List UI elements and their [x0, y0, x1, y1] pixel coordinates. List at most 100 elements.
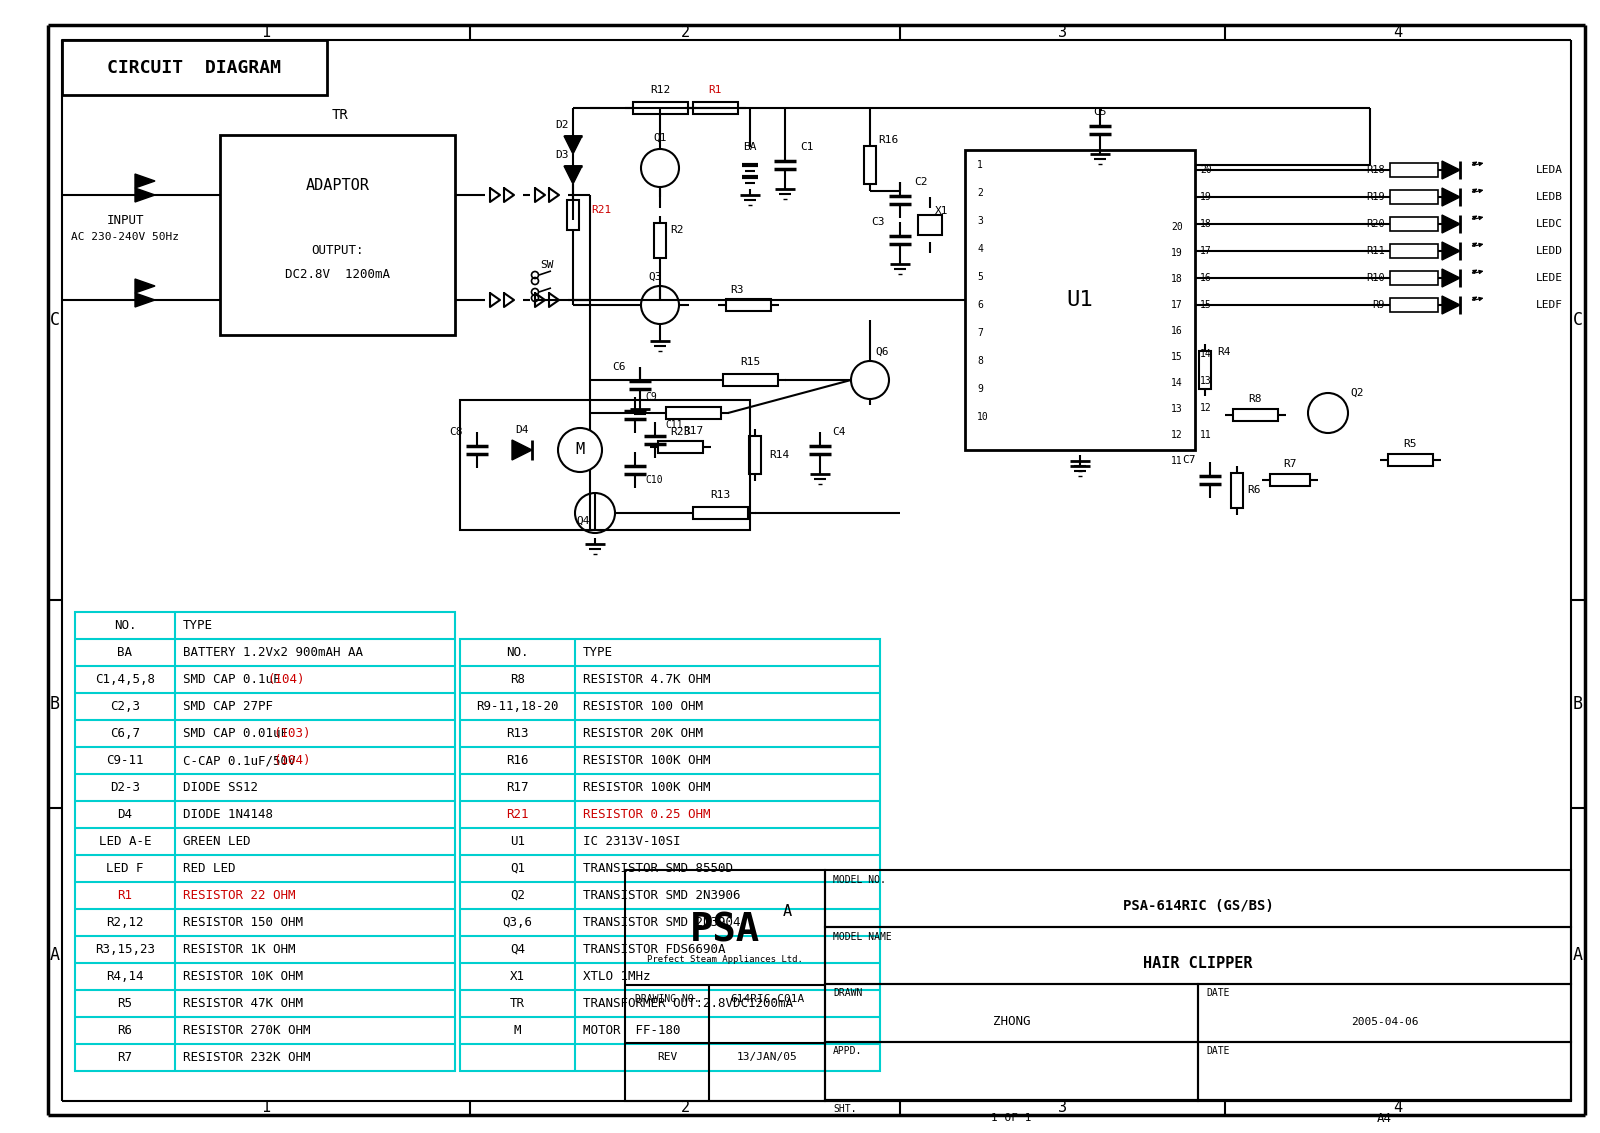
Text: OUTPUT:: OUTPUT:: [312, 244, 363, 256]
Bar: [566, 201, 579, 230]
Text: LEDC: LEDC: [1536, 219, 1563, 229]
Bar: [918, 215, 942, 235]
Polygon shape: [134, 279, 155, 293]
Polygon shape: [1442, 269, 1459, 287]
Bar: [1390, 190, 1438, 204]
Text: TR: TR: [331, 108, 349, 122]
Text: DATE: DATE: [1206, 988, 1229, 998]
Bar: [1390, 244, 1438, 258]
Text: GREEN LED: GREEN LED: [182, 835, 251, 847]
Text: RESISTOR 0.25 OHM: RESISTOR 0.25 OHM: [582, 808, 710, 821]
Text: 11: 11: [1171, 455, 1182, 466]
Text: B: B: [50, 695, 61, 713]
Text: C6,7: C6,7: [110, 727, 141, 740]
Text: RESISTOR 100K OHM: RESISTOR 100K OHM: [582, 781, 710, 794]
Text: R18: R18: [1366, 165, 1386, 174]
Text: TYPE: TYPE: [582, 646, 613, 659]
Text: TRANSISTOR SMD 2N3906: TRANSISTOR SMD 2N3906: [582, 889, 741, 902]
Text: LEDB: LEDB: [1536, 191, 1563, 202]
Text: R23: R23: [670, 427, 690, 437]
Text: C7: C7: [1182, 455, 1197, 465]
Text: DATE: DATE: [1206, 1046, 1229, 1056]
Bar: [1390, 271, 1438, 286]
Text: 3: 3: [978, 216, 982, 225]
Text: R19: R19: [1366, 191, 1386, 202]
Text: 20: 20: [1171, 222, 1182, 232]
Text: 19: 19: [1200, 191, 1211, 202]
Text: 18: 18: [1171, 274, 1182, 284]
Polygon shape: [563, 136, 582, 154]
Bar: [626, 870, 826, 1101]
Polygon shape: [134, 174, 155, 188]
Polygon shape: [1442, 188, 1459, 206]
Text: 15: 15: [1200, 300, 1211, 310]
Text: R9: R9: [1373, 300, 1386, 310]
Text: REV: REV: [658, 1053, 677, 1062]
Text: TRANSFORMER OUT:2.8VDC1200mA: TRANSFORMER OUT:2.8VDC1200mA: [582, 997, 794, 1010]
Bar: [1198, 983, 1571, 1042]
Polygon shape: [134, 293, 155, 307]
Text: A: A: [50, 946, 61, 963]
Bar: [1230, 472, 1243, 508]
Text: Q4: Q4: [576, 516, 590, 526]
Bar: [1232, 409, 1277, 421]
Text: Q1: Q1: [510, 862, 525, 875]
Text: TRANSISTOR FDS6690A: TRANSISTOR FDS6690A: [582, 943, 725, 956]
Text: D3: D3: [555, 150, 568, 160]
Text: R17: R17: [683, 426, 702, 436]
Bar: [1390, 218, 1438, 231]
Bar: [1270, 474, 1310, 486]
Text: DRAWN: DRAWN: [834, 988, 862, 998]
Bar: [658, 441, 702, 453]
Bar: [75, 612, 454, 1071]
Text: 13: 13: [1200, 376, 1211, 386]
Text: 2005-04-06: 2005-04-06: [1350, 1016, 1418, 1026]
Bar: [1198, 351, 1211, 389]
Text: BA: BA: [117, 646, 133, 659]
Circle shape: [558, 428, 602, 472]
Text: R6: R6: [117, 1024, 133, 1037]
Text: R13: R13: [710, 489, 730, 500]
Text: BATTERY 1.2Vx2 900mAH AA: BATTERY 1.2Vx2 900mAH AA: [182, 646, 363, 659]
Text: D2-3: D2-3: [110, 781, 141, 794]
Text: DRAWING NO.: DRAWING NO.: [635, 994, 699, 1004]
Text: SHT.: SHT.: [834, 1104, 856, 1114]
Text: 7: 7: [978, 327, 982, 338]
Text: TRANSISTOR SMD 8550D: TRANSISTOR SMD 8550D: [582, 862, 733, 875]
Text: B: B: [1573, 695, 1582, 713]
Text: LEDF: LEDF: [1536, 300, 1563, 310]
Text: RESISTOR 100 OHM: RESISTOR 100 OHM: [582, 700, 702, 713]
Text: C8: C8: [450, 427, 462, 437]
Text: LEDA: LEDA: [1536, 165, 1563, 174]
Text: R8: R8: [1248, 394, 1262, 404]
Text: R7: R7: [1283, 459, 1296, 469]
Text: R14: R14: [770, 450, 789, 460]
Text: 2: 2: [680, 1100, 690, 1116]
Text: 13: 13: [1171, 404, 1182, 414]
Text: R16: R16: [878, 135, 898, 145]
Text: RESISTOR 10K OHM: RESISTOR 10K OHM: [182, 970, 302, 983]
Text: AC 230-240V 50Hz: AC 230-240V 50Hz: [70, 232, 179, 242]
Text: RESISTOR 1K OHM: RESISTOR 1K OHM: [182, 943, 296, 956]
Text: R5: R5: [1403, 438, 1416, 449]
Bar: [632, 102, 688, 114]
Polygon shape: [512, 440, 531, 460]
Text: RESISTOR 150 OHM: RESISTOR 150 OHM: [182, 915, 302, 929]
Text: M: M: [514, 1024, 522, 1037]
Polygon shape: [1442, 215, 1459, 233]
Text: RESISTOR 270K OHM: RESISTOR 270K OHM: [182, 1024, 310, 1037]
Text: R5: R5: [117, 997, 133, 1010]
Text: 14: 14: [1171, 378, 1182, 387]
Bar: [826, 870, 1571, 927]
Text: SMD CAP 0.1uF: SMD CAP 0.1uF: [182, 673, 288, 685]
Bar: [826, 983, 1198, 1042]
Text: 16: 16: [1200, 273, 1211, 283]
Text: 15: 15: [1171, 352, 1182, 363]
Text: C2: C2: [914, 177, 928, 187]
Text: R10: R10: [1366, 273, 1386, 283]
Text: RESISTOR 20K OHM: RESISTOR 20K OHM: [582, 727, 702, 740]
Text: SMD CAP 27PF: SMD CAP 27PF: [182, 700, 274, 713]
Text: RESISTOR 232K OHM: RESISTOR 232K OHM: [182, 1051, 310, 1064]
Bar: [864, 146, 877, 184]
Text: R13: R13: [506, 727, 528, 740]
